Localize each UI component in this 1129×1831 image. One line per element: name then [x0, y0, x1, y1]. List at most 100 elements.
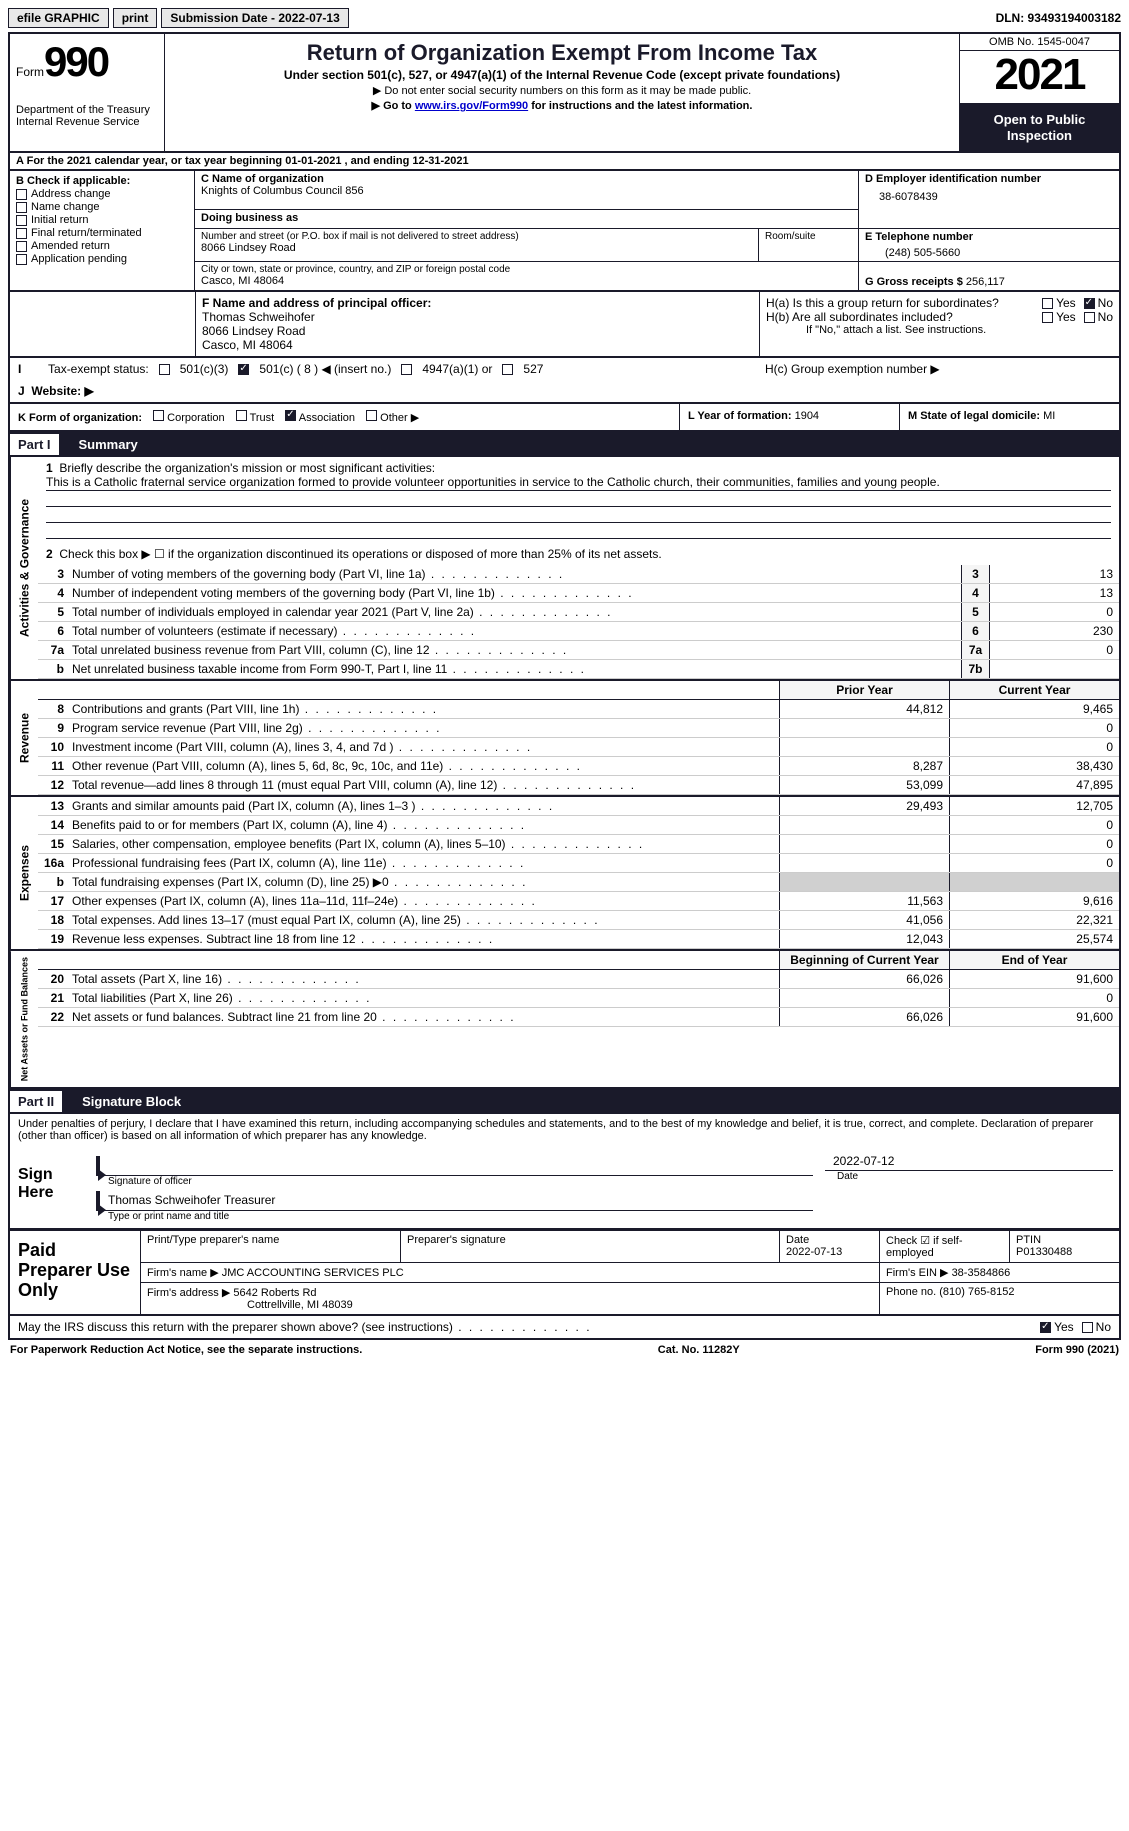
- open-public: Open to Public Inspection: [960, 104, 1119, 151]
- hb-note: If "No," attach a list. See instructions…: [766, 324, 1113, 336]
- prep-date: 2022-07-13: [786, 1246, 842, 1258]
- ein-label: D Employer identification number: [865, 173, 1113, 185]
- summary-section: Activities & Governance 1 Briefly descri…: [8, 457, 1121, 681]
- mission-text: This is a Catholic fraternal service org…: [46, 475, 1111, 491]
- firm-phone: (810) 765-8152: [939, 1286, 1014, 1298]
- city-label: City or town, state or province, country…: [201, 264, 852, 275]
- summary-line: 16aProfessional fundraising fees (Part I…: [38, 854, 1119, 873]
- summary-line: 17Other expenses (Part IX, column (A), l…: [38, 892, 1119, 911]
- form-word: Form: [16, 65, 44, 79]
- chk-name[interactable]: [16, 202, 27, 213]
- sign-here-label: Sign Here: [10, 1146, 90, 1228]
- top-bar: efile GRAPHIC print Submission Date - 20…: [8, 8, 1121, 28]
- prep-print-lbl: Print/Type preparer's name: [147, 1234, 279, 1246]
- ij-row: I Tax-exempt status: 501(c)(3) 501(c) ( …: [8, 358, 1121, 404]
- officer-label: F Name and address of principal officer:: [202, 296, 431, 310]
- ha-no[interactable]: [1084, 298, 1095, 309]
- ha-yes[interactable]: [1042, 298, 1053, 309]
- footer-right: Form 990 (2021): [1035, 1344, 1119, 1356]
- summary-line: bTotal fundraising expenses (Part IX, co…: [38, 873, 1119, 892]
- vert-expenses: Expenses: [10, 797, 38, 949]
- officer-street: 8066 Lindsey Road: [202, 324, 753, 338]
- summary-line: 7aTotal unrelated business revenue from …: [38, 641, 1119, 660]
- chk-527[interactable]: [502, 364, 513, 375]
- submission-date: Submission Date - 2022-07-13: [161, 8, 348, 28]
- chk-amended[interactable]: [16, 241, 27, 252]
- tax-status-label: Tax-exempt status:: [48, 362, 149, 376]
- phone-value: (248) 505-5660: [865, 243, 1113, 259]
- klm-row: K Form of organization: Corporation Trus…: [8, 404, 1121, 432]
- section-a: A For the 2021 calendar year, or tax yea…: [8, 153, 1121, 171]
- print-button[interactable]: print: [113, 8, 158, 28]
- phone-label: E Telephone number: [865, 231, 1113, 243]
- summary-line: 12Total revenue—add lines 8 through 11 (…: [38, 776, 1119, 795]
- eoy-hdr: End of Year: [949, 951, 1119, 969]
- summary-line: 6Total number of volunteers (estimate if…: [38, 622, 1119, 641]
- m-value: MI: [1043, 410, 1055, 422]
- officer-name: Thomas Schweihofer: [202, 310, 753, 324]
- summary-line: 15Salaries, other compensation, employee…: [38, 835, 1119, 854]
- may-yes[interactable]: [1040, 1322, 1051, 1333]
- prep-ptin: P01330488: [1016, 1246, 1072, 1258]
- dba-label: Doing business as: [201, 212, 298, 224]
- summary-line: 14Benefits paid to or for members (Part …: [38, 816, 1119, 835]
- chk-501c[interactable]: [238, 364, 249, 375]
- preparer-section: Paid Preparer Use Only Print/Type prepar…: [8, 1230, 1121, 1316]
- expenses-section: Expenses 13Grants and similar amounts pa…: [8, 797, 1121, 951]
- hb-no[interactable]: [1084, 312, 1095, 323]
- part1-header: Part I Summary: [8, 432, 1121, 457]
- summary-line: 22Net assets or fund balances. Subtract …: [38, 1008, 1119, 1027]
- dept-label: Department of the Treasury: [16, 104, 158, 116]
- firm-ein: 38-3584866: [952, 1267, 1011, 1279]
- org-name-label: C Name of organization: [201, 173, 852, 185]
- irs-link[interactable]: www.irs.gov/Form990: [415, 100, 528, 112]
- omb-number: OMB No. 1545-0047: [960, 34, 1119, 51]
- officer-city: Casco, MI 48064: [202, 338, 753, 352]
- col-b: B Check if applicable: Address change Na…: [10, 171, 195, 290]
- sign-here-section: Sign Here Signature of officer Thomas Sc…: [8, 1146, 1121, 1230]
- hb-yes[interactable]: [1042, 312, 1053, 323]
- room-label: Room/suite: [765, 231, 852, 242]
- summary-line: bNet unrelated business taxable income f…: [38, 660, 1119, 679]
- form-header: Form990 Department of the Treasury Inter…: [8, 32, 1121, 153]
- chk-address[interactable]: [16, 189, 27, 200]
- sig-name: Thomas Schweihofer Treasurer: [108, 1193, 275, 1207]
- firm-name: JMC ACCOUNTING SERVICES PLC: [222, 1267, 404, 1279]
- summary-line: 19Revenue less expenses. Subtract line 1…: [38, 930, 1119, 949]
- may-no[interactable]: [1082, 1322, 1093, 1333]
- vert-revenue: Revenue: [10, 681, 38, 795]
- bcy-hdr: Beginning of Current Year: [779, 951, 949, 969]
- ein-value: 38-6078439: [865, 185, 1113, 203]
- org-name: Knights of Columbus Council 856: [201, 185, 852, 197]
- footer: For Paperwork Reduction Act Notice, see …: [8, 1340, 1121, 1360]
- summary-line: 5Total number of individuals employed in…: [38, 603, 1119, 622]
- subtitle-1: Under section 501(c), 527, or 4947(a)(1)…: [173, 68, 951, 82]
- sig-name-label: Type or print name and title: [96, 1211, 813, 1222]
- chk-initial[interactable]: [16, 215, 27, 226]
- summary-line: 9Program service revenue (Part VIII, lin…: [38, 719, 1119, 738]
- chk-501c3[interactable]: [159, 364, 170, 375]
- hc-label: H(c) Group exemption number ▶: [765, 362, 1113, 376]
- prep-check: Check ☑ if self-employed: [886, 1235, 963, 1259]
- chk-trust[interactable]: [236, 410, 247, 421]
- chk-assoc[interactable]: [285, 410, 296, 421]
- chk-4947[interactable]: [401, 364, 412, 375]
- city-value: Casco, MI 48064: [201, 275, 852, 287]
- k-label: K Form of organization:: [18, 412, 142, 424]
- gross-value: 256,117: [966, 276, 1005, 288]
- summary-line: 3Number of voting members of the governi…: [38, 565, 1119, 584]
- part2-header: Part II Signature Block: [8, 1089, 1121, 1114]
- fh-grid: F Name and address of principal officer:…: [8, 292, 1121, 358]
- chk-corp[interactable]: [153, 410, 164, 421]
- gross-label: G Gross receipts $: [865, 276, 963, 288]
- subtitle-3: ▶ Go to www.irs.gov/Form990 for instruct…: [173, 99, 951, 112]
- dln: DLN: 93493194003182: [996, 11, 1121, 25]
- sig-date: 2022-07-12: [825, 1152, 1113, 1171]
- chk-final[interactable]: [16, 228, 27, 239]
- sig-officer-label: Signature of officer: [96, 1176, 813, 1187]
- footer-left: For Paperwork Reduction Act Notice, see …: [10, 1344, 362, 1356]
- chk-other[interactable]: [366, 410, 377, 421]
- l-value: 1904: [795, 410, 819, 422]
- chk-pending[interactable]: [16, 254, 27, 265]
- summary-line: 13Grants and similar amounts paid (Part …: [38, 797, 1119, 816]
